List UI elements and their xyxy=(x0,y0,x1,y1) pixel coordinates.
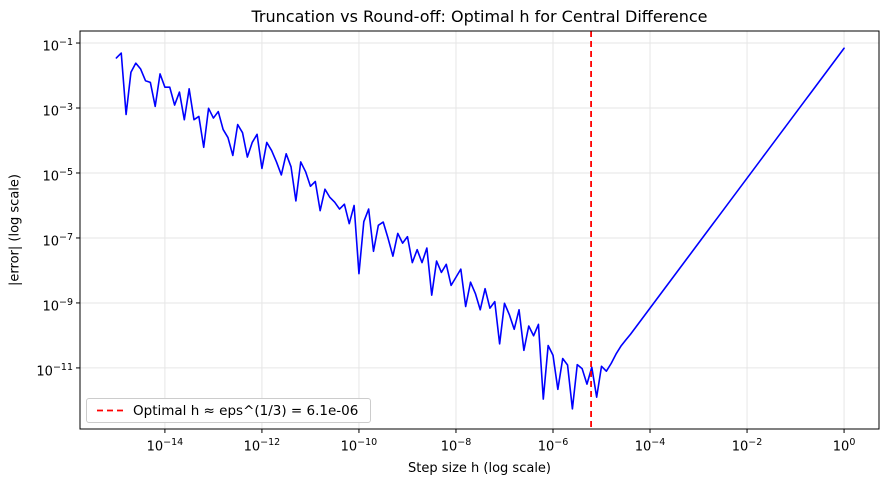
y-tick-label: 10−11 xyxy=(36,361,73,380)
y-tick-label: 10−3 xyxy=(42,102,73,120)
axes-spines xyxy=(79,30,880,430)
x-axis-label: Step size h (log scale) xyxy=(407,461,552,476)
legend-dash-sample xyxy=(97,409,123,412)
y-tick-label: 10−9 xyxy=(42,296,73,315)
y-tick-label: 10−5 xyxy=(42,166,73,185)
error-curve-line xyxy=(115,47,845,410)
x-tick-label: 100 xyxy=(832,437,856,455)
legend: Optimal h ≈ eps^(1/3) = 6.1e-06 xyxy=(86,398,372,423)
x-tick-label: 10−10 xyxy=(340,437,378,455)
x-tick-label: 10−6 xyxy=(537,437,569,455)
x-tick-label: 10−14 xyxy=(146,437,184,455)
legend-label: Optimal h ≈ eps^(1/3) = 6.1e-06 xyxy=(133,402,359,419)
chart-title: Truncation vs Round-off: Optimal h for C… xyxy=(251,7,708,26)
x-tick-label: 10−2 xyxy=(731,437,763,455)
y-tick-label: 10−1 xyxy=(42,37,73,55)
x-tick-label: 10−4 xyxy=(634,437,666,455)
y-tick-label: 10−7 xyxy=(42,231,73,250)
x-tick-label: 10−8 xyxy=(440,437,472,455)
x-tick-label: 10−12 xyxy=(243,437,281,455)
